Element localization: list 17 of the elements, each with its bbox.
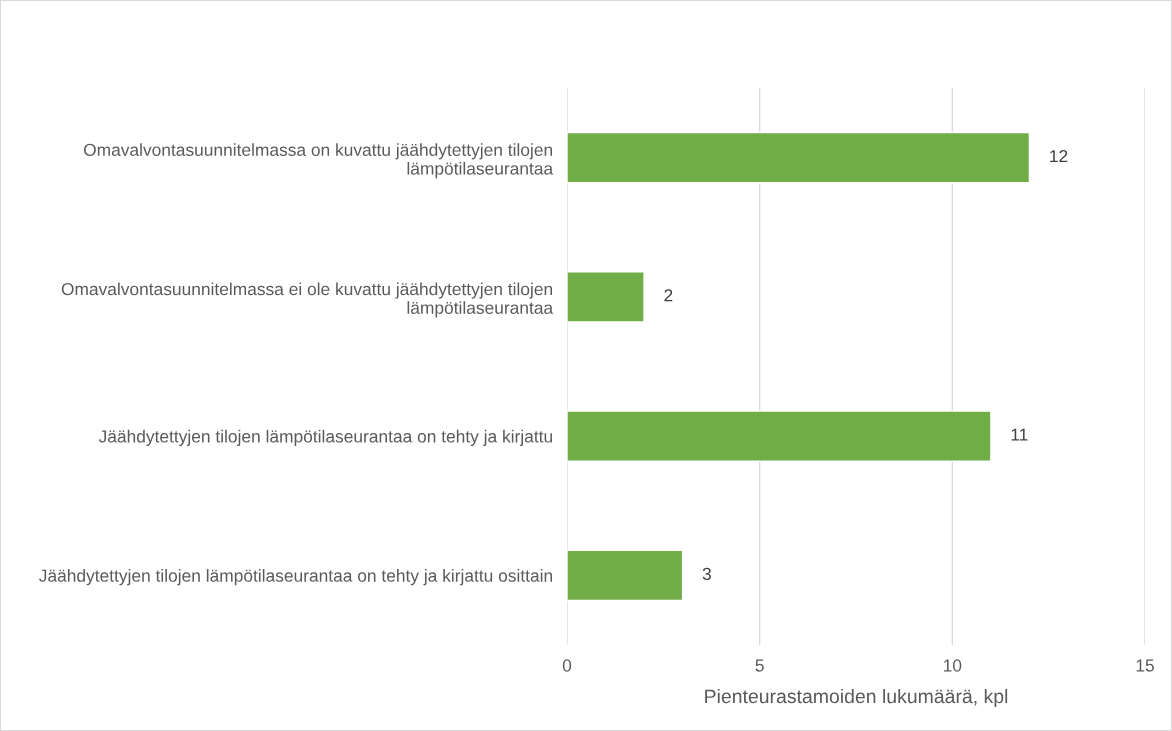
data-label: 3 xyxy=(702,567,711,581)
x-tick-label: 5 xyxy=(755,659,764,672)
y-tick-label: Omavalvontasuunnitelmassa on kuvattu jäähdytettyjen tilojen lämpötilaseurantaa xyxy=(83,143,554,179)
y-tick-label: Jäähdytettyjen tilojen lämpötilaseurantaa on tehty ja kirjattu xyxy=(98,429,552,447)
data-label: 11 xyxy=(1011,428,1028,441)
bar xyxy=(567,410,992,462)
y-tick-label: Omavalvontasuunnitelmassa ei ole kuvattu jäähdytettyjen tilojen lämpötilaseurantaa xyxy=(61,282,554,318)
x-tick-label: 0 xyxy=(562,659,572,672)
x-tick-label: 15 xyxy=(1136,659,1154,672)
bar xyxy=(567,131,1031,184)
x-tick-label: 10 xyxy=(944,659,962,672)
bar xyxy=(567,271,645,323)
data-label: 12 xyxy=(1050,149,1068,163)
bar xyxy=(567,549,684,602)
x-axis-title: Pienteurastamoiden lukumäärä, kpl xyxy=(705,688,1008,708)
y-tick-label: Jäähdytettyjen tilojen lämpötilaseurantaa on tehty ja kirjattu osittain xyxy=(39,569,553,586)
data-label: 2 xyxy=(664,289,673,302)
